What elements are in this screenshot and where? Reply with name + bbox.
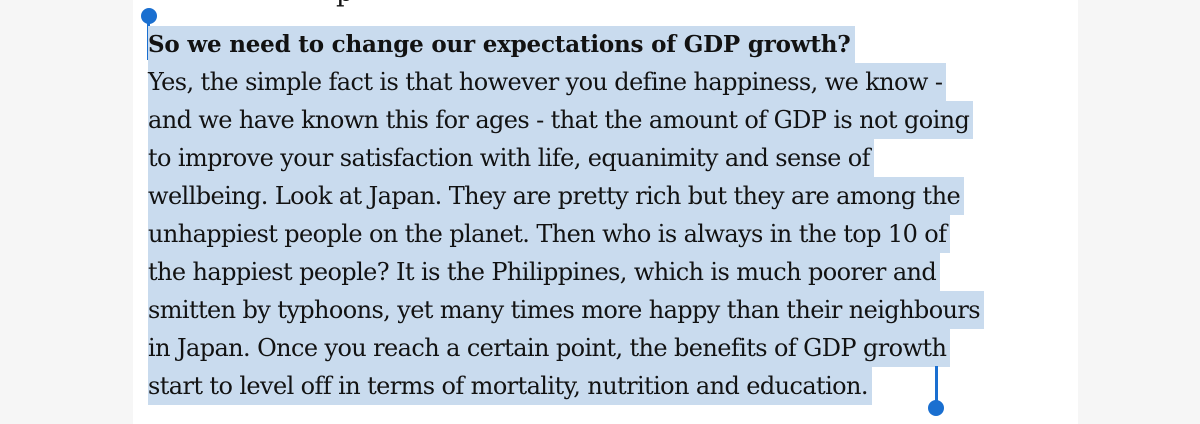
paragraph-line-text[interactable]: and we have known this for ages - that t… <box>148 101 974 139</box>
article-text: So we need to change our expectations of… <box>148 25 1063 405</box>
paragraph-line: and we have known this for ages - that t… <box>148 101 1063 139</box>
paragraph-line-text[interactable]: start to level off in terms of mortality… <box>148 367 872 405</box>
paragraph-line-text[interactable]: smitten by typhoons, yet many times more… <box>148 291 984 329</box>
partial-text-line: p <box>148 0 353 8</box>
paragraph-line: start to level off in terms of mortality… <box>148 367 1063 405</box>
article-heading: So we need to change our expectations of… <box>148 25 1063 64</box>
paragraph-line-text[interactable]: to improve your satisfaction with life, … <box>148 139 874 177</box>
selection-start-handle[interactable] <box>141 8 157 24</box>
paragraph-line-text[interactable]: unhappiest people on the planet. Then wh… <box>148 215 951 253</box>
paragraph-line-text[interactable]: wellbeing. Look at Japan. They are prett… <box>148 177 965 215</box>
paragraph-line: unhappiest people on the planet. Then wh… <box>148 215 1063 253</box>
heading-text[interactable]: So we need to change our expectations of… <box>148 26 855 64</box>
paragraph-line-text[interactable]: Yes, the simple fact is that however you… <box>148 63 947 101</box>
paragraph-line: Yes, the simple fact is that however you… <box>148 63 1063 101</box>
paragraph-line: to improve your satisfaction with life, … <box>148 139 1063 177</box>
paragraph-line-text[interactable]: the happiest people? It is the Philippin… <box>148 253 941 291</box>
paragraph-line: the happiest people? It is the Philippin… <box>148 253 1063 291</box>
paragraph-line: wellbeing. Look at Japan. They are prett… <box>148 177 1063 215</box>
paragraph-line: in Japan. Once you reach a certain point… <box>148 329 1063 367</box>
selection-end-caret <box>935 366 938 406</box>
partial-text-fragment: p <box>336 0 353 8</box>
paragraph-line: smitten by typhoons, yet many times more… <box>148 291 1063 329</box>
paragraph-line-text[interactable]: in Japan. Once you reach a certain point… <box>148 329 951 367</box>
selection-end-handle[interactable] <box>928 400 944 416</box>
